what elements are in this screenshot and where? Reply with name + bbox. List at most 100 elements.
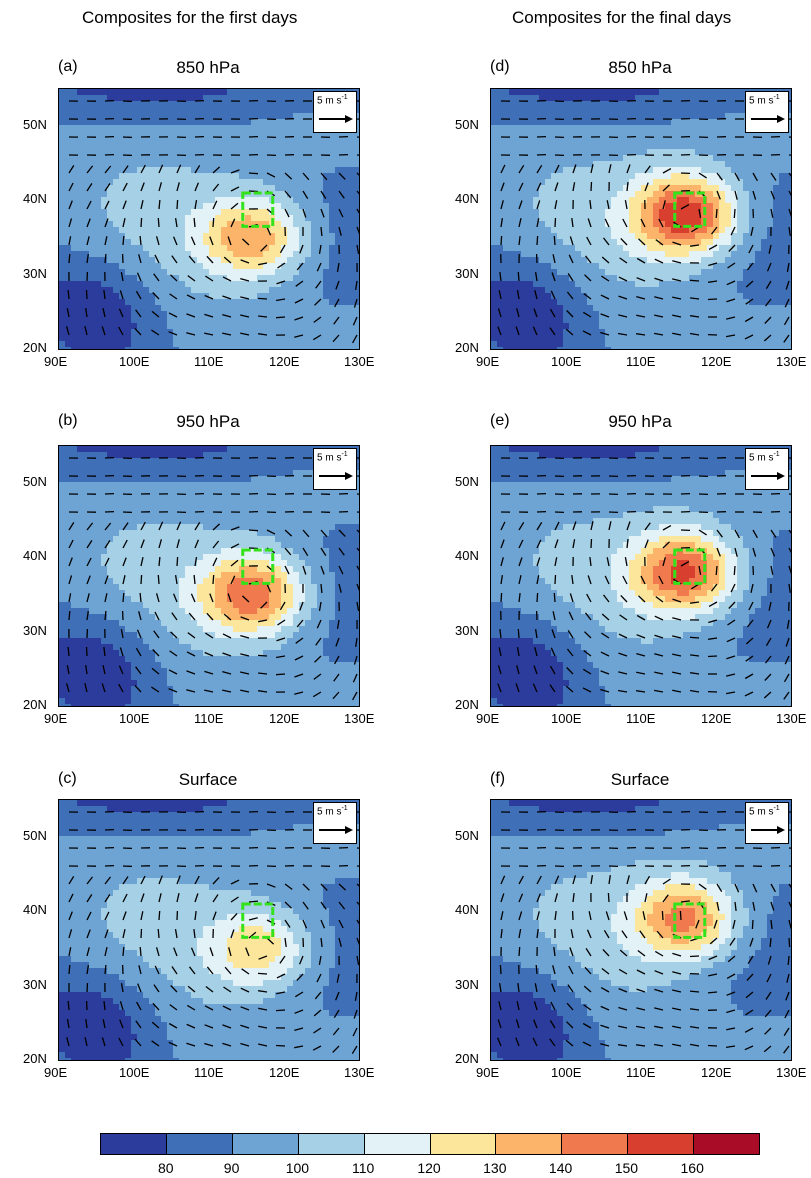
x-tick-label: 100E: [551, 711, 582, 726]
x-tick-label: 120E: [269, 1065, 300, 1080]
wind-vectors: [65, 99, 359, 344]
map-field: [59, 800, 359, 1060]
colorbar-label: 150: [614, 1160, 639, 1176]
x-tick-label: 130E: [344, 1065, 375, 1080]
reference-vector-legend: 5 m s-1: [313, 448, 357, 490]
x-tick-label: 120E: [269, 711, 300, 726]
wind-vectors: [66, 810, 359, 1055]
map-area: 5 m s-1: [490, 799, 792, 1061]
x-tick-label: 110E: [626, 1065, 656, 1080]
y-tick-label: 40N: [23, 191, 47, 207]
reference-vector-legend: 5 m s-1: [745, 802, 789, 844]
map-field: [491, 800, 791, 1060]
y-tick-label: 40N: [455, 902, 479, 918]
colorbar-swatch: [694, 1134, 760, 1154]
x-tick-label: 90E: [476, 1065, 500, 1080]
arrow-icon: [319, 115, 353, 123]
x-tick-label: 90E: [476, 354, 500, 369]
map-field: [491, 89, 791, 349]
colorbar-swatch: [430, 1134, 497, 1154]
panel-title: 950 hPa: [608, 412, 672, 431]
x-tick-label: 130E: [344, 711, 375, 726]
colorbar-label: 110: [352, 1160, 375, 1176]
x-tick-label: 110E: [626, 354, 656, 369]
x-tick-label: 100E: [551, 1065, 582, 1080]
x-tick-label: 120E: [701, 711, 732, 726]
study-region-box: [673, 902, 707, 939]
y-tick-label: 30N: [23, 622, 47, 638]
panel-title: 850 hPa: [176, 58, 240, 77]
reference-vector-legend: 5 m s-1: [745, 91, 789, 133]
arrow-icon: [751, 472, 785, 480]
y-tick-label: 50N: [455, 474, 479, 490]
colorbar-label: 80: [158, 1160, 174, 1176]
y-tick-label: 50N: [455, 117, 479, 133]
arrow-icon: [319, 472, 353, 480]
y-tick-label: 20N: [23, 697, 47, 712]
study-region-box: [241, 191, 275, 228]
x-tick-label: 130E: [776, 354, 807, 369]
y-tick-label: 20N: [23, 1051, 47, 1066]
arrow-icon: [751, 115, 785, 123]
colorbar-swatch: [101, 1134, 167, 1154]
wind-vectors: [497, 456, 791, 700]
map-area: 5 m s-1: [58, 799, 360, 1061]
y-tick-label: 40N: [23, 902, 47, 918]
x-tick-label: 110E: [194, 1065, 224, 1080]
panel-letter: (a): [58, 58, 78, 75]
study-region-box: [673, 548, 707, 585]
y-tick-label: 40N: [455, 548, 479, 564]
map-panel-b: (b) 950 hPa 5 m s-1 20N 30N 40N 50N 90E 100E 1…: [23, 412, 438, 757]
panel-letter: (e): [490, 412, 510, 429]
colorbar-swatch: [298, 1134, 365, 1154]
map-panel-d: (d) 850 hPa 5 m s-1 20N 30N 40N 50N 90E 100E 1…: [455, 58, 811, 403]
y-tick-label: 20N: [455, 1051, 479, 1066]
colorbar-swatch: [166, 1134, 233, 1154]
colorbar-label: 140: [548, 1160, 573, 1176]
y-tick-label: 50N: [23, 474, 47, 490]
y-tick-label: 50N: [23, 117, 47, 133]
panel-letter: (c): [58, 770, 77, 787]
reference-vector-legend: 5 m s-1: [313, 802, 357, 844]
arrow-icon: [319, 826, 353, 834]
map-panel-a: (a) 850 hPa 5 m s-1 20N 30N 40N 50N 90E 100E 1…: [23, 58, 438, 403]
colorbar-swatch: [628, 1134, 695, 1154]
study-region-box: [673, 191, 707, 228]
x-tick-label: 130E: [776, 1065, 807, 1080]
y-tick-label: 20N: [455, 697, 479, 712]
x-tick-label: 130E: [776, 711, 807, 726]
panel-title: 850 hPa: [608, 58, 672, 77]
column-title-final: Composites for the final days: [512, 8, 732, 27]
panel-letter: (f): [490, 770, 506, 787]
x-tick-label: 90E: [44, 354, 68, 369]
reference-vector-legend: 5 m s-1: [313, 91, 357, 133]
y-tick-label: 20N: [455, 340, 479, 355]
map-area: 5 m s-1: [58, 88, 360, 350]
colorbar-label: 90: [223, 1160, 240, 1176]
y-tick-label: 30N: [23, 976, 47, 992]
x-tick-label: 120E: [701, 354, 732, 369]
x-tick-label: 110E: [194, 354, 224, 369]
x-tick-label: 130E: [344, 354, 375, 369]
wind-vectors: [496, 810, 791, 1054]
colorbar-swatch: [364, 1134, 431, 1154]
wind-vectors: [497, 99, 791, 343]
y-tick-label: 40N: [455, 191, 479, 207]
map-panel-c: (c) Surface 5 m s-1 20N 30N 40N 50N 90E 100E 1…: [23, 770, 438, 1115]
reference-vector-legend: 5 m s-1: [745, 448, 789, 490]
y-tick-label: 40N: [23, 548, 47, 564]
colorbar-label: 160: [680, 1160, 704, 1176]
map-field: [59, 89, 359, 349]
y-tick-label: 50N: [23, 828, 47, 844]
colorbar-label: 100: [285, 1160, 310, 1176]
study-region-box: [241, 548, 275, 585]
y-tick-label: 30N: [455, 622, 479, 638]
colorbar: [100, 1133, 760, 1155]
colorbar-swatch: [232, 1134, 299, 1154]
panel-letter: (b): [58, 412, 78, 429]
x-tick-label: 90E: [44, 711, 68, 726]
colorbar-label: 130: [483, 1160, 507, 1176]
x-tick-label: 120E: [269, 354, 300, 369]
x-tick-label: 100E: [119, 354, 150, 369]
x-tick-label: 110E: [626, 711, 656, 726]
